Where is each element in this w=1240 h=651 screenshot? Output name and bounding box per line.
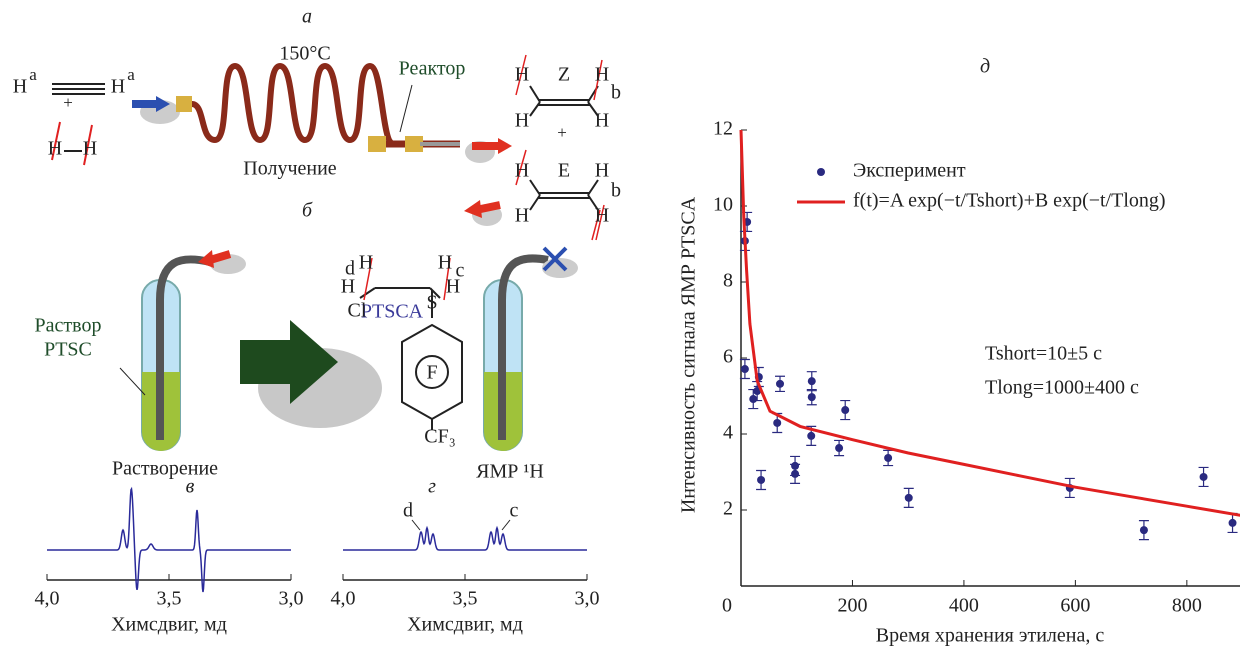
x-axis-label: Химсдвиг, мд [407,614,523,636]
spectrum-trace [343,525,587,551]
y-tick-label: 4 [723,422,733,444]
diagram-label: + [63,93,73,112]
y-tick-label: 6 [723,346,733,368]
diagram-label: + [557,123,567,142]
data-point [807,393,816,402]
data-point [807,431,816,440]
x-tick-label: 3,0 [279,588,304,610]
diagram-label: H [438,252,452,274]
data-point [807,377,816,386]
peak-label: d [403,500,413,522]
legend-label: Эксперимент [853,160,966,182]
y-tick-label: 12 [713,118,733,140]
y-tick-label: 2 [723,498,733,520]
x-tick-label: 3,0 [575,588,600,610]
peak-label: c [510,500,519,522]
data-point [791,469,800,478]
diagram-label: b [611,82,621,104]
data-point [757,475,766,484]
x-axis-label: Время хранения этилена, с [876,625,1105,647]
x-tick-label: 600 [1060,595,1090,617]
peak-pointer [411,519,421,531]
x-tick-label: 0 [722,595,732,617]
x-tick-label: 3,5 [453,588,478,610]
data-point [1139,526,1148,535]
data-point [841,406,850,415]
diagram-label: c [456,260,465,282]
reaction-scheme [51,54,605,451]
diagram-label: Получение [243,158,337,180]
diagram-label: H [515,160,529,182]
diagram-label: ЯМР ¹H [476,461,544,483]
x-tick-label: 800 [1172,595,1202,617]
diagram-label: H [515,205,529,227]
diagram-label: a [29,65,37,84]
x-tick-label: 4,0 [331,588,356,610]
x-tick-label: 400 [949,595,979,617]
data-point [884,453,893,462]
diagram-label: PTSC [44,339,92,361]
data-point [904,493,913,502]
diagram-label: Реактор [399,58,466,80]
diagram-label: Раствор [35,315,102,337]
y-tick-label: 8 [723,270,733,292]
diagram-label: CF₃ [424,426,455,448]
diagram-label: b [611,180,621,202]
diagram-label: F [426,362,437,384]
x-axis-label: Химсдвиг, мд [111,614,227,636]
diagram-label: H [595,64,609,86]
diagram-label: E [558,160,570,182]
diagram-label: H [595,110,609,132]
diagram-label: Cl [348,300,367,322]
diagram-label: S [426,292,437,314]
diagram-label: H [341,276,355,298]
diagram-label: H [515,64,529,86]
diagram-label: H [83,138,97,160]
diagram-label: H [111,76,125,98]
diagram-label: H [359,252,373,274]
diagram-label: H [13,76,27,98]
chart-title: г [428,476,436,498]
spectrum-trace [47,486,291,593]
peak-pointer [501,519,511,531]
x-tick-label: 200 [837,595,867,617]
diagram-label: а [302,6,312,28]
diagram-label: б [302,200,313,222]
fit-line [739,129,1240,517]
diagram-label: Растворение [112,458,218,480]
diagram-label: d [345,258,355,280]
data-point [773,418,782,427]
diagram-label: PTSCA [361,301,424,323]
data-point [776,379,785,388]
diagram-label: 150°C [279,43,330,65]
diagram-label: H [48,138,62,160]
y-tick-label: 10 [713,194,733,216]
x-tick-label: 4,0 [35,588,60,610]
legend-marker [817,168,825,176]
diagram-label: H [515,110,529,132]
data-point [835,444,844,453]
diagram-label: H [595,205,609,227]
data-point [1228,518,1237,527]
x-tick-label: 3,5 [157,588,182,610]
annotation: Tshort=10±5 c [985,343,1102,365]
diagram-label: H [446,276,460,298]
chart-title: в [186,476,195,498]
y-axis-label: Интенсивность сигнала ЯМР PTSCA [678,196,700,513]
chart-title: д [980,56,990,78]
diagram-label: H [595,160,609,182]
annotation: Tlong=1000±400 c [985,377,1139,399]
diagram-label: a [127,65,135,84]
diagram-label: Z [558,64,570,86]
legend-label: f(t)=A exp(−t/Tshort)+B exp(−t/Tlong) [853,190,1166,212]
data-point [749,395,758,404]
data-point [740,365,749,374]
data-point [1199,472,1208,481]
